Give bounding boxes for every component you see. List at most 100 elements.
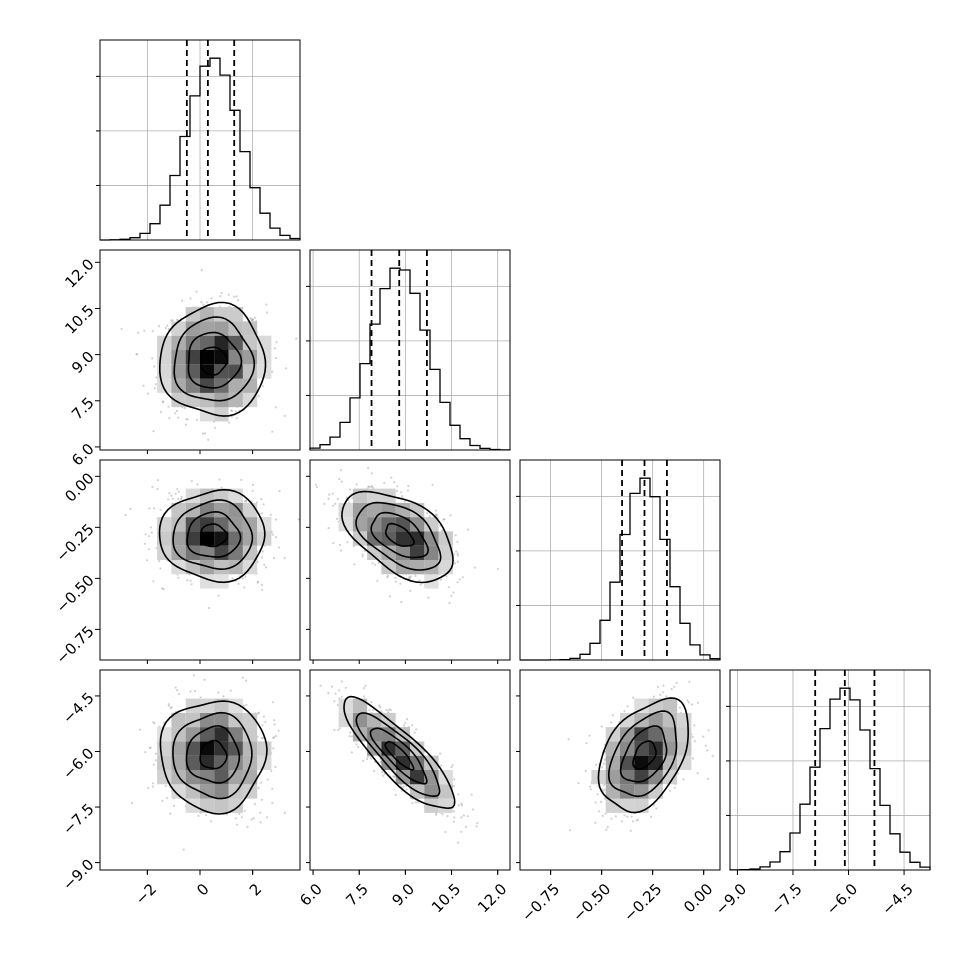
scatter-point <box>171 497 174 500</box>
scatter-point <box>353 563 356 566</box>
contour-1 <box>186 510 242 558</box>
scatter-point <box>252 817 255 820</box>
scatter-point <box>259 811 262 814</box>
x-tick-label-2-2: −0.25 <box>620 880 665 925</box>
scatter-point <box>349 731 352 734</box>
density-cell <box>367 531 382 546</box>
scatter-point <box>338 727 341 730</box>
scatter-point <box>446 815 449 818</box>
scatter-point <box>197 649 199 651</box>
scatter-point <box>217 691 220 694</box>
scatter-point <box>176 689 179 692</box>
density-cell <box>200 502 215 518</box>
scatter-point <box>678 706 681 709</box>
scatter-point <box>436 513 439 516</box>
scatter-point <box>366 755 369 758</box>
scatter-point <box>156 488 159 491</box>
scatter-point <box>404 721 407 724</box>
scatter-point <box>227 293 230 296</box>
panel-content <box>120 269 298 441</box>
scatter-point <box>330 685 334 688</box>
scatter-point <box>460 830 463 833</box>
scatter-point <box>385 708 388 712</box>
scatter-point <box>456 581 459 584</box>
density-cell <box>438 545 453 560</box>
scatter-point <box>243 586 246 589</box>
scatter-point <box>355 483 358 486</box>
density-cell <box>648 755 663 770</box>
scatter-point <box>148 746 151 750</box>
scatter-point <box>661 691 665 694</box>
contour-0 <box>199 346 229 376</box>
scatter-point <box>235 295 238 298</box>
density-cell <box>228 545 243 560</box>
density-cell <box>214 798 229 813</box>
scatter-point <box>271 801 274 804</box>
scatter-point <box>610 817 613 820</box>
scatter-point <box>154 759 157 762</box>
scatter-point <box>390 476 393 479</box>
scatter-point <box>403 500 406 503</box>
scatter-point <box>408 576 411 579</box>
density-cell <box>200 712 215 728</box>
panel-1-0 <box>99 249 301 451</box>
scatter-point <box>177 490 180 493</box>
scatter-point <box>220 486 223 489</box>
scatter-point <box>274 735 278 738</box>
scatter-point <box>144 533 147 536</box>
density-cell <box>662 727 678 742</box>
scatter-point <box>453 816 456 819</box>
density-cell <box>214 517 229 532</box>
scatter-point <box>203 678 206 681</box>
scatter-point <box>331 492 334 495</box>
contour-2 <box>173 316 256 402</box>
scatter-point <box>450 594 453 598</box>
scatter-point <box>176 318 179 321</box>
density-cell <box>605 770 620 785</box>
density-cell <box>242 392 258 408</box>
scatter-point <box>473 566 476 569</box>
scatter-point <box>174 492 177 495</box>
scatter-point <box>441 813 444 816</box>
scatter-point <box>189 297 192 300</box>
x-tick-label-3-2: −6.0 <box>823 880 861 918</box>
contour-1 <box>185 725 241 784</box>
scatter-point <box>340 549 343 552</box>
scatter-point <box>442 518 445 521</box>
x-tick-label-1-4: 12.0 <box>474 880 510 916</box>
scatter-point <box>334 502 337 505</box>
scatter-point <box>415 728 418 731</box>
density-cell <box>157 755 172 770</box>
y-tick-label-1-4: 12.0 <box>61 255 97 291</box>
density-cell <box>395 770 410 785</box>
scatter-point <box>596 793 599 796</box>
scatter-point <box>151 785 154 788</box>
density-cell <box>242 712 258 728</box>
scatter-point <box>143 542 146 545</box>
scatter-point <box>144 751 147 754</box>
scatter-point <box>269 513 272 517</box>
scatter-point <box>143 329 146 332</box>
panel-3-1 <box>309 669 511 871</box>
scatter-point <box>162 721 165 724</box>
scatter-point <box>169 812 172 815</box>
scatter-point <box>319 684 322 687</box>
scatter-point <box>190 583 193 586</box>
scatter-point <box>270 769 273 773</box>
density-cell <box>257 517 272 532</box>
scatter-point <box>151 485 154 488</box>
density-cell <box>677 712 692 728</box>
scatter-point <box>130 801 133 805</box>
scatter-point <box>585 742 588 745</box>
scatter-point <box>344 686 347 689</box>
scatter-point <box>183 406 186 410</box>
density-cell <box>662 698 678 713</box>
scatter-point <box>373 769 376 773</box>
scatter-point <box>691 757 695 760</box>
scatter-point <box>161 799 164 802</box>
density-cell <box>367 712 382 728</box>
scatter-point <box>388 708 391 711</box>
density-cell <box>185 770 200 785</box>
density-cell <box>200 545 215 560</box>
scatter-point <box>295 337 298 340</box>
